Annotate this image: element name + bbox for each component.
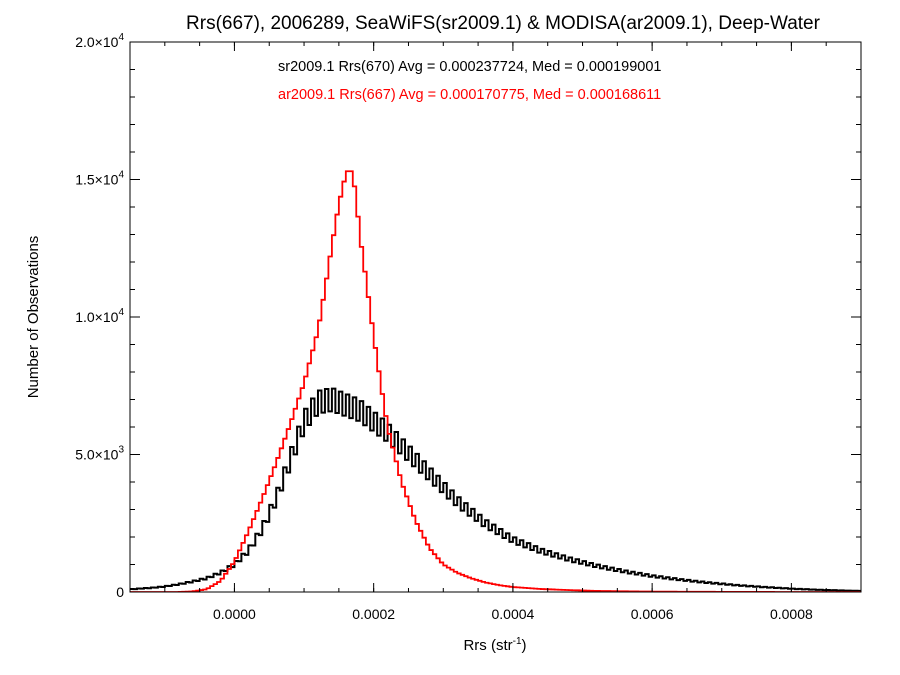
x-tick-label: 0.0006 bbox=[631, 606, 674, 622]
x-tick-label: 0.0000 bbox=[213, 606, 256, 622]
y-axis-label: Number of Observations bbox=[25, 236, 42, 399]
x-tick-label: 0.0008 bbox=[770, 606, 813, 622]
plot-frame bbox=[129, 41, 862, 593]
series-line-sr2009 bbox=[130, 387, 861, 592]
chart-title: Rrs(667), 2006289, SeaWiFS(sr2009.1) & M… bbox=[186, 13, 821, 34]
y-tick-label: 1.0×104 bbox=[75, 307, 124, 325]
y-tick-label: 2.0×104 bbox=[75, 32, 124, 50]
y-tick-label: 1.5×104 bbox=[75, 170, 124, 188]
x-tick-label: 0.0004 bbox=[491, 606, 534, 622]
series-line-ar2009 bbox=[130, 170, 861, 592]
legend-entry-ar2009: ar2009.1 Rrs(667) Avg = 0.000170775, Med… bbox=[278, 87, 661, 103]
legend-entry-sr2009: sr2009.1 Rrs(670) Avg = 0.000237724, Med… bbox=[278, 59, 661, 75]
x-tick-label: 0.0002 bbox=[352, 606, 395, 622]
x-axis-label: Rrs (str-1) bbox=[463, 636, 526, 654]
y-tick-label: 0 bbox=[116, 584, 124, 600]
y-tick-label: 5.0×103 bbox=[75, 445, 124, 463]
